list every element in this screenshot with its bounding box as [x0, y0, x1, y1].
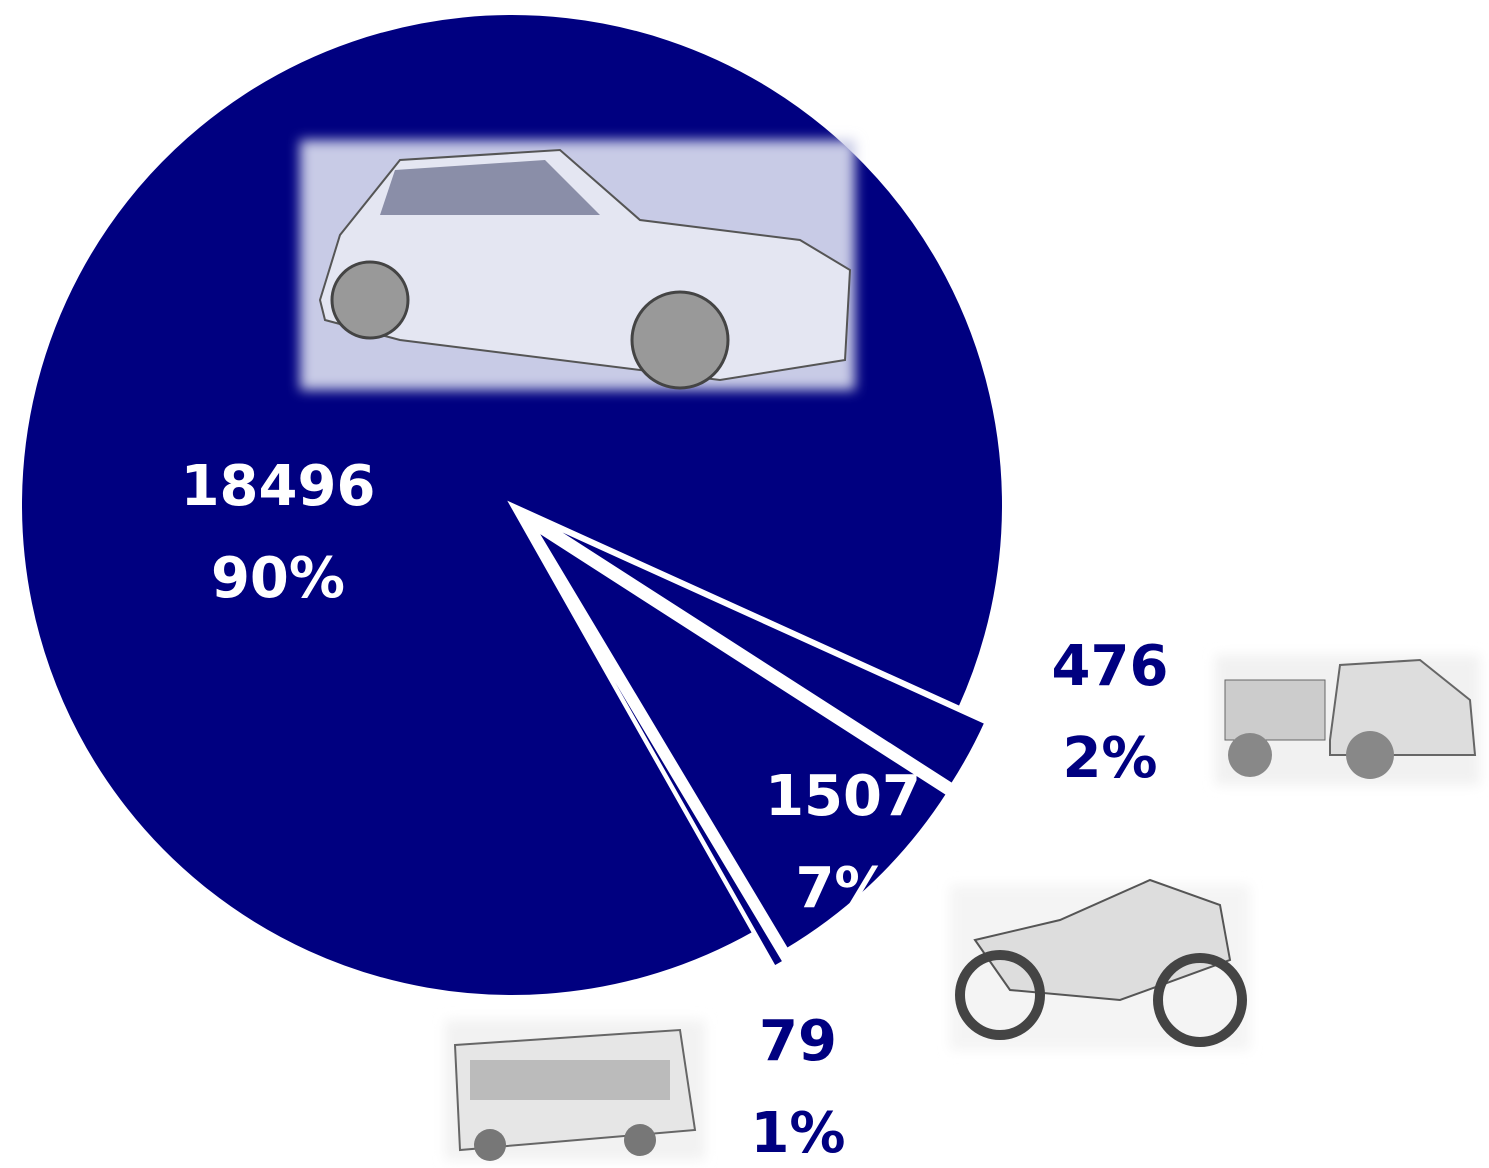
value-label: 1507 — [765, 764, 921, 829]
chart: 18496 90% 476 2% 1507 7% 79 1% — [0, 0, 1489, 1168]
truck-picture — [1215, 655, 1480, 785]
share-label: 90% — [211, 546, 345, 611]
motorcycle-picture — [950, 880, 1250, 1050]
page: {"chart_data": {"type": "pie", "values":… — [0, 0, 1489, 1168]
share-label: 7% — [795, 856, 890, 921]
value-label: 79 — [759, 1009, 837, 1074]
value-label: 18496 — [181, 454, 376, 519]
value-label: 476 — [1052, 634, 1169, 699]
bus-picture — [445, 1020, 705, 1161]
car-picture — [300, 140, 855, 390]
share-label: 2% — [1062, 726, 1157, 791]
share-label: 1% — [750, 1101, 845, 1166]
